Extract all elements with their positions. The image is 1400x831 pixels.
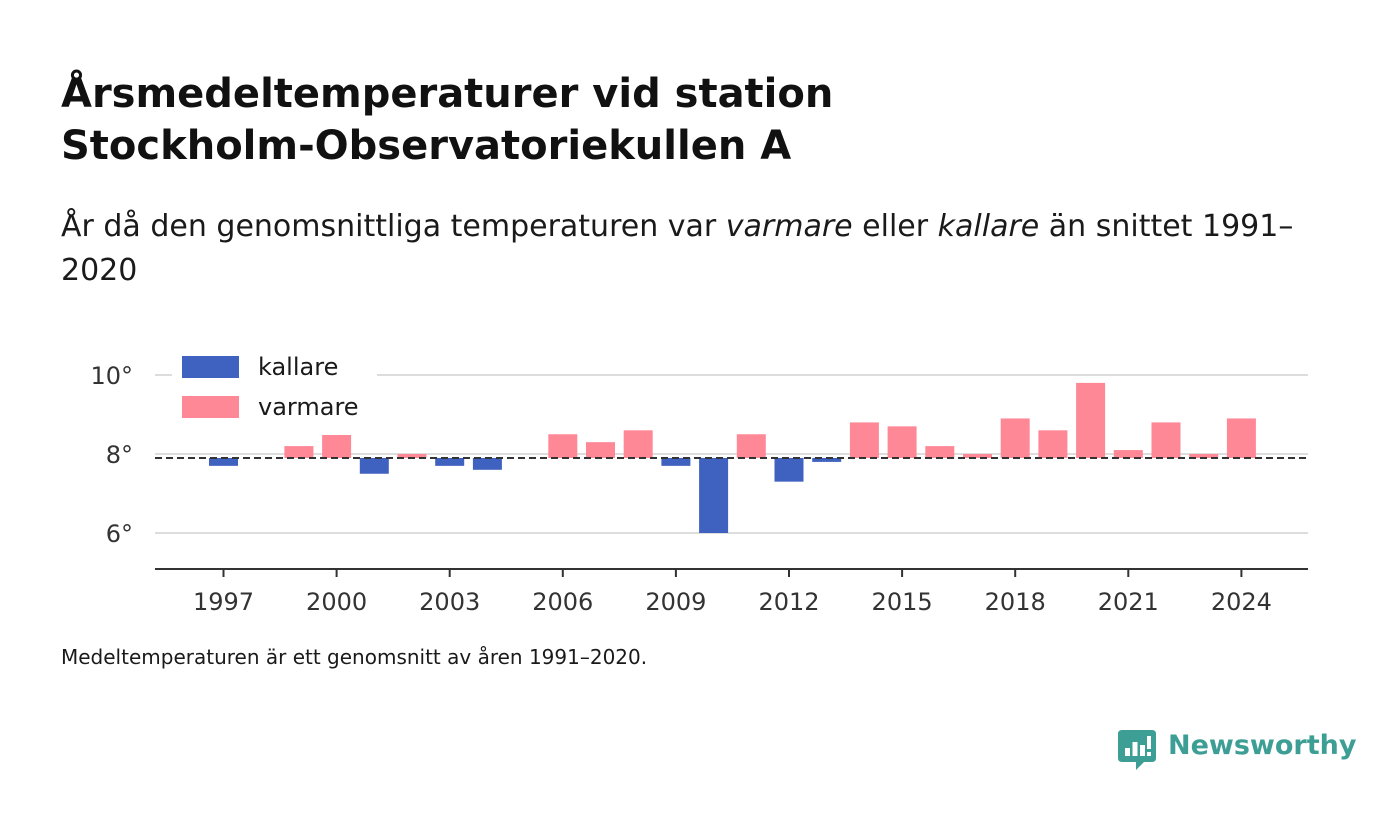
chart-title-line-2: Stockholm-Observatoriekullen A <box>61 123 792 169</box>
x-tick-label: 2021 <box>1098 588 1159 616</box>
bar-2016 <box>925 446 955 458</box>
bar-2022 <box>1151 422 1181 458</box>
x-tick-label: 2003 <box>419 588 480 616</box>
legend-label-kallare: kallare <box>258 353 338 381</box>
legend-swatch-kallare <box>182 356 239 378</box>
bar-2010 <box>699 457 729 533</box>
bar-2009 <box>661 457 691 466</box>
chart-title: Årsmedeltemperaturer vid station Stockho… <box>61 68 1261 172</box>
bar-1999 <box>284 446 314 458</box>
bar-2008 <box>623 430 653 458</box>
bar-2006 <box>548 434 578 458</box>
footnote: Medeltemperaturen är ett genomsnitt av å… <box>61 645 648 669</box>
newsworthy-logo-text: Newsworthy <box>1168 730 1357 761</box>
bar-2007 <box>586 442 615 458</box>
x-tick-label: 2009 <box>645 588 706 616</box>
x-tick-label: 1997 <box>193 588 254 616</box>
bar-2011 <box>736 434 766 458</box>
y-tick-label: 10° <box>90 362 133 390</box>
bar-2000 <box>322 434 352 458</box>
chart-subtitle: År då den genomsnittliga temperaturen va… <box>61 205 1301 293</box>
newsworthy-logo-icon <box>1118 730 1156 770</box>
legend-label-varmare: varmare <box>258 393 359 421</box>
subtitle-part-3: än snittet 1991–2020 <box>61 209 1294 288</box>
newsworthy-logo: Newsworthy <box>1118 728 1356 774</box>
bar-2023 <box>1189 454 1219 458</box>
subtitle-emphasis-kallare: kallare <box>937 209 1040 244</box>
subtitle-emphasis-varmare: varmare <box>725 209 853 244</box>
bar-2021 <box>1113 450 1143 458</box>
x-tick-label: 2000 <box>306 588 367 616</box>
subtitle-part-1: År då den genomsnittliga temperaturen va… <box>61 209 726 244</box>
x-tick-label: 2012 <box>758 588 819 616</box>
bar-chart: 6° 8° 10° 1997 2000 2003 2006 2009 2012 2015 2018 2… <box>90 350 1308 616</box>
legend: kallare varmare <box>172 350 377 435</box>
y-tick-label: 6° <box>106 520 133 548</box>
bar-2002 <box>397 454 427 458</box>
bar-2015 <box>887 426 917 458</box>
chart-title-line-1: Årsmedeltemperaturer vid station <box>61 71 834 117</box>
axes: 6° 8° 10° 1997 2000 2003 2006 2009 2012 2015 2018 2… <box>90 362 1308 616</box>
bar-2001 <box>359 457 389 474</box>
x-tick-label: 2006 <box>532 588 593 616</box>
bar-1997 <box>209 457 238 466</box>
bar-2024 <box>1226 418 1256 458</box>
y-tick-label: 8° <box>106 441 133 469</box>
bar-2012 <box>774 457 804 482</box>
x-tick-label: 2015 <box>872 588 933 616</box>
bar-2004 <box>472 457 502 470</box>
bar-2014 <box>849 422 879 458</box>
x-tick-label: 2018 <box>985 588 1046 616</box>
bar-2017 <box>963 454 992 458</box>
bar-2003 <box>435 457 465 466</box>
bar-2018 <box>1000 418 1030 458</box>
bars <box>209 382 1256 533</box>
bar-2013 <box>812 457 842 462</box>
bar-2019 <box>1038 430 1068 458</box>
subtitle-part-2: eller <box>852 209 938 244</box>
legend-swatch-varmare <box>182 396 239 418</box>
x-tick-label: 2024 <box>1211 588 1272 616</box>
bar-2020 <box>1076 382 1106 458</box>
